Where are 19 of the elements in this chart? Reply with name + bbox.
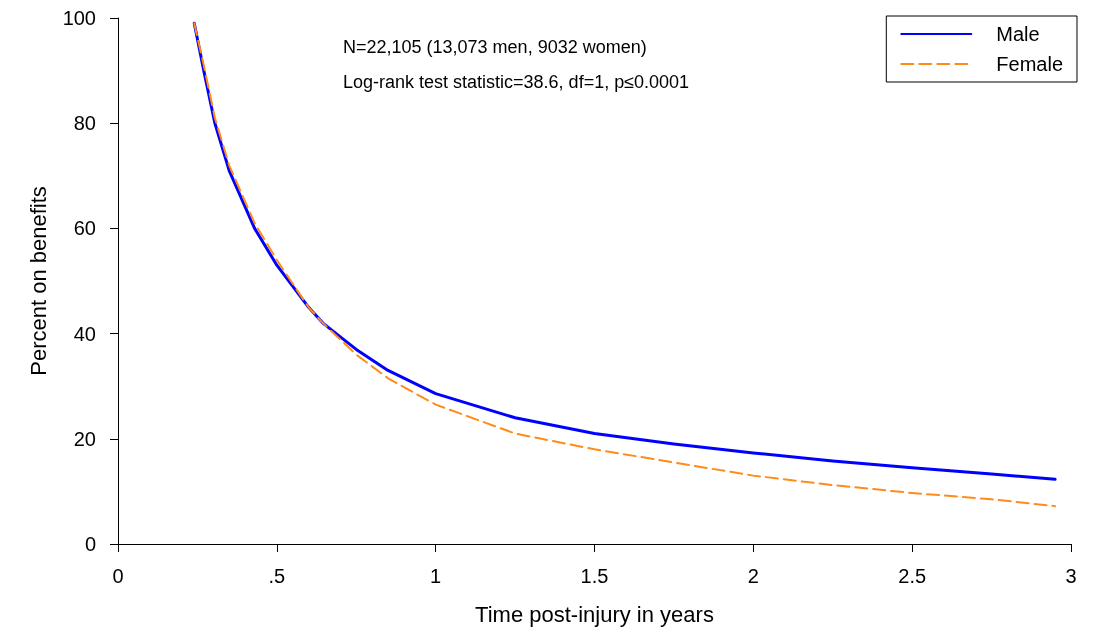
x-tick-label: .5 [268, 565, 286, 587]
annotation: N=22,105 (13,073 men, 9032 women) [343, 37, 647, 57]
x-tick-label: 2 [747, 565, 759, 587]
y-tick-label: 80 [73, 112, 96, 135]
x-tick-label: 1.5 [580, 565, 609, 587]
x-tick-label: 3 [1065, 565, 1077, 587]
y-tick-label: 60 [73, 217, 96, 240]
y-axis-title: Percent on benefits [25, 186, 51, 376]
x-tick-label: 1 [430, 565, 442, 587]
y-tick-label: 20 [73, 427, 96, 450]
y-tick-label: 40 [73, 322, 96, 345]
legend-label: Female [996, 53, 1064, 75]
annotation: Log-rank test statistic=38.6, df=1, p≤0.0001 [343, 72, 690, 92]
x-tick-label: 0 [112, 565, 124, 587]
y-tick-label: 100 [62, 7, 96, 29]
legend-label: Male [996, 23, 1040, 45]
x-axis-title: Time post-injury in years [475, 601, 714, 627]
x-tick-label: 2.5 [898, 565, 927, 587]
y-tick-label: 0 [84, 533, 96, 555]
